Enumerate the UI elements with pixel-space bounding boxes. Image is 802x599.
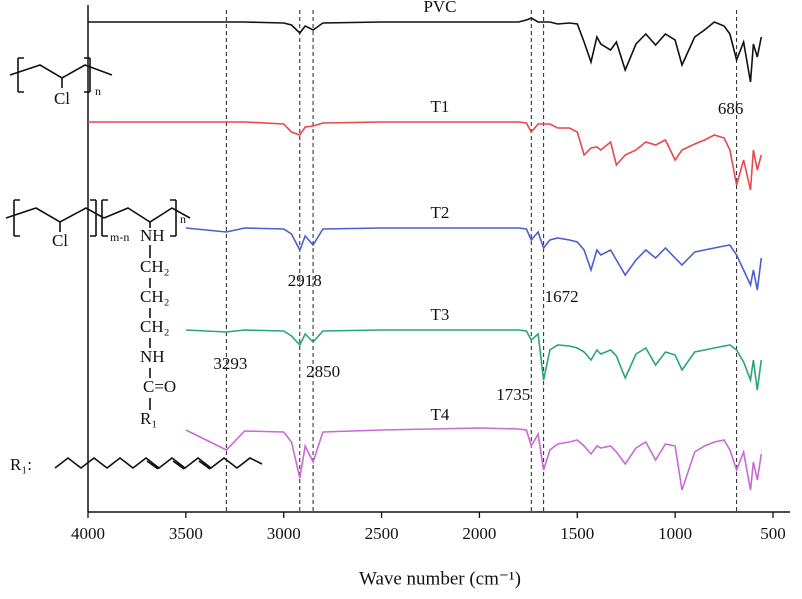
spectrum-line — [185, 227, 763, 291]
r1-structure: R₁: — [10, 455, 263, 474]
r1-label: R₁: — [10, 455, 32, 474]
subscript: n — [95, 84, 101, 98]
x-axis-label: Wave number (cm⁻¹) — [359, 568, 521, 589]
spectrum-line — [185, 329, 763, 391]
x-tick-label: 3500 — [169, 524, 203, 543]
marker-label: 1735 — [496, 385, 530, 404]
copolymer-structure: Cl m-n n NH CH₂ CH₂ CH₂ NH C=O R₁ — [5, 199, 191, 428]
marker-label: 2850 — [306, 362, 340, 381]
pvc-structure: Cl n — [9, 57, 113, 108]
x-tick-label: 3000 — [267, 524, 301, 543]
spectrum-line — [88, 121, 763, 191]
series-label: T3 — [431, 305, 450, 324]
x-tick-label: 1000 — [658, 524, 692, 543]
spectrum-line — [185, 427, 763, 491]
series-label: T4 — [431, 405, 450, 424]
chain-group: NH — [140, 226, 165, 245]
chain-group: CH₂ — [140, 317, 170, 336]
x-tick-label: 1500 — [560, 524, 594, 543]
chain-group: CH₂ — [140, 287, 170, 306]
x-tick-label: 500 — [760, 524, 786, 543]
marker-label: 1672 — [545, 287, 579, 306]
substituent: Cl — [54, 89, 70, 108]
subscript: m-n — [110, 230, 129, 244]
substituent: Cl — [52, 231, 68, 250]
chain-group: NH — [140, 347, 165, 366]
x-tick-label: 2000 — [462, 524, 496, 543]
subscript: n — [180, 212, 186, 226]
chain-group: C=O — [143, 377, 176, 396]
x-tick-label: 4000 — [71, 524, 105, 543]
pvc-bonds — [9, 57, 113, 93]
marker-label: 686 — [718, 99, 744, 118]
marker-label: 2918 — [288, 271, 322, 290]
chain-group: CH₂ — [140, 257, 170, 276]
x-tick-label: 2500 — [365, 524, 399, 543]
copolymer-bonds — [5, 199, 191, 410]
chain-group: R₁ — [140, 409, 157, 428]
marker-label: 3293 — [213, 354, 247, 373]
series-label: T1 — [431, 97, 450, 116]
series-label: T2 — [431, 203, 450, 222]
r1-chain — [54, 456, 263, 470]
series-label: PVC — [423, 0, 456, 16]
spectrum-line — [88, 17, 763, 83]
